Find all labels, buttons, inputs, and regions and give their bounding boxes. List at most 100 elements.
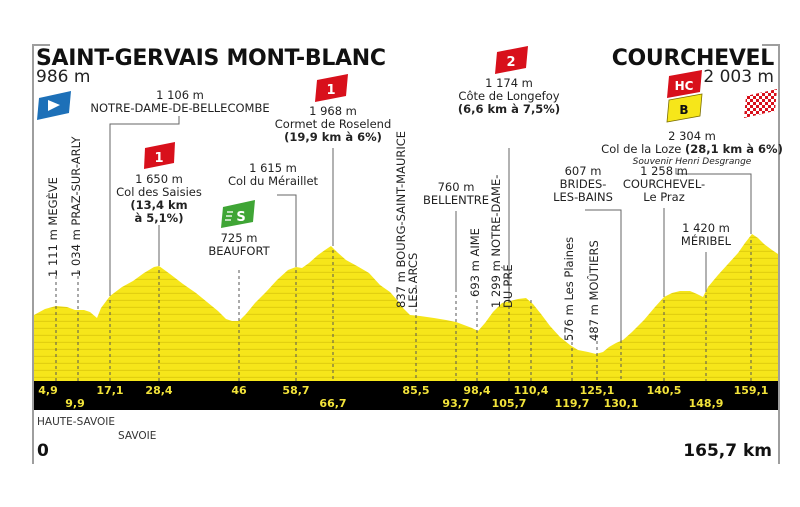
label-cote-de-longefoy: 1 174 m Côte de Longefoy (6,6 km à 7,5%)	[458, 77, 560, 116]
label-praz-sur-arly: 1 034 m PRAZ-SUR-ARLY	[69, 136, 83, 278]
km-top: 58,7	[282, 384, 310, 397]
altitude: 760 m	[437, 180, 475, 194]
frame-left-corner	[32, 44, 50, 46]
place-name: BRIDES-	[559, 177, 607, 191]
label-meribel: 1 420 m MÉRIBEL	[681, 222, 731, 248]
km-top: 98,4	[463, 384, 491, 397]
place-name: MÉRIBEL	[680, 234, 732, 248]
climb-detail: (28,1 km à 6%)	[685, 142, 783, 156]
altitude: 607 m	[564, 164, 602, 178]
label-brides-les-bains: 607 m BRIDES- LES-BAINS	[553, 165, 613, 204]
start-altitude: 986 m	[36, 67, 91, 87]
distance-start: 0	[37, 441, 49, 461]
place-name: BELLENTRE	[422, 193, 490, 207]
label-moutiers: 487 m MOÛTIERS	[587, 240, 601, 341]
km-top: 4,9	[38, 384, 58, 397]
place-name: Le Praz	[643, 190, 685, 204]
category-1-climb-icon: 1	[315, 74, 348, 102]
km-marker-lines	[55, 240, 752, 381]
svg-text:S: S	[236, 210, 245, 225]
category-2-climb-icon: 2	[495, 46, 528, 74]
label-bellentre: 760 m BELLENTRE	[423, 181, 489, 207]
altitude: 1 968 m	[309, 104, 357, 118]
label-aime: 693 m AIME	[468, 228, 482, 297]
place-name: NOTRE-DAME-DE-BELLECOMBE	[90, 101, 270, 115]
place-name: LES-BAINS	[553, 190, 613, 204]
leader-lines	[109, 116, 752, 340]
bonus-point-icon: B	[666, 93, 703, 123]
altitude: 1 106 m	[156, 88, 204, 102]
region-haute-savoie: HAUTE-SAVOIE	[37, 416, 115, 428]
label-courchevel-le-praz: 1 258 m COURCHEVEL- Le Praz	[623, 165, 705, 204]
frame-right	[778, 44, 780, 464]
place-name: Col du Méraillet	[227, 174, 319, 188]
km-bottom: 119,7	[554, 397, 590, 410]
altitude: 1 650 m	[135, 172, 183, 186]
km-bottom: 66,7	[319, 397, 347, 410]
climb-detail: à 5,1%)	[134, 211, 184, 225]
climb-detail: (19,9 km à 6%)	[284, 130, 382, 144]
altitude: 1 420 m	[682, 221, 730, 235]
climb-subtitle: Souvenir Henri Desgrange	[632, 157, 752, 167]
altitude: 725 m	[220, 231, 258, 245]
start-town-name: SAINT-GERVAIS MONT-BLANC	[36, 46, 386, 71]
label-les-plaines: 576 m Les Plaines	[562, 236, 576, 341]
label-col-du-meraillet: 1 615 m Col du Méraillet	[228, 162, 318, 188]
km-top: 159,1	[733, 384, 769, 397]
svg-text:2: 2	[506, 55, 515, 70]
finish-town-name: COURCHEVEL	[611, 46, 775, 71]
label-cormet-de-roselend: 1 968 m Cormet de Roselend (19,9 km à 6%…	[275, 105, 392, 144]
label-megeve: 1 111 m MEGÈVE	[46, 177, 60, 277]
km-top: 46	[231, 384, 247, 397]
place-name: Col de la Loze	[601, 142, 682, 156]
km-bottom: 105,7	[491, 397, 527, 410]
km-bottom: 130,1	[603, 397, 639, 410]
place-name: COURCHEVEL-	[622, 177, 706, 191]
svg-text:HC: HC	[675, 79, 694, 93]
km-top: 110,4	[513, 384, 549, 397]
place-name: LES ARCS	[406, 252, 420, 308]
finish-altitude: 2 003 m	[703, 67, 774, 87]
checkered-finish-flag-icon	[744, 89, 777, 118]
intermediate-sprint-icon: S	[221, 200, 255, 228]
svg-text:1: 1	[154, 151, 163, 166]
climb-detail: (6,6 km à 7,5%)	[457, 102, 561, 116]
km-bar	[34, 381, 778, 410]
place-name: DU-PRÉ	[501, 264, 515, 308]
frame-left	[32, 44, 34, 464]
label-col-de-la-loze: 2 304 m Col de la Loze (28,1 km à 6%) So…	[601, 130, 783, 169]
label-notre-dame-du-pre: 1 299 m NOTRE-DAME- DU-PRÉ	[489, 175, 515, 308]
region-savoie: SAVOIE	[118, 430, 157, 442]
km-bottom: 93,7	[442, 397, 470, 410]
place-name: BEAUFORT	[208, 244, 270, 258]
label-beaufort: 725 m BEAUFORT	[208, 232, 269, 258]
frame-right-corner	[762, 44, 780, 46]
place-name: Col des Saisies	[116, 185, 202, 199]
climb-detail: (13,4 km	[130, 198, 188, 212]
label-col-des-saisies: 1 650 m Col des Saisies (13,4 km à 5,1%)	[116, 173, 202, 225]
km-top: 125,1	[579, 384, 615, 397]
label-bourg-saint-maurice: 837 m BOURG-SAINT-MAURICE LES ARCS	[394, 131, 420, 308]
elevation-area	[34, 234, 778, 381]
km-top: 85,5	[402, 384, 430, 397]
altitude: 1 174 m	[485, 76, 533, 90]
place-name: Côte de Longefoy	[458, 89, 560, 103]
km-bottom: 148,9	[688, 397, 724, 410]
altitude: 2 304 m	[668, 129, 716, 143]
label-notre-dame-bellecombe: 1 106 m NOTRE-DAME-DE-BELLECOMBE	[90, 89, 269, 115]
distance-end: 165,7 km	[683, 441, 772, 461]
hors-categorie-climb-icon: HC	[667, 70, 702, 98]
place-name: Cormet de Roselend	[274, 117, 392, 131]
altitude: 1 258 m	[640, 164, 688, 178]
km-top: 28,4	[145, 384, 173, 397]
km-top: 17,1	[96, 384, 124, 397]
svg-text:B: B	[679, 103, 688, 117]
km-top: 140,5	[646, 384, 682, 397]
svg-text:1: 1	[326, 83, 335, 98]
category-1-climb-icon: 1	[144, 142, 175, 169]
altitude: 1 615 m	[249, 161, 297, 175]
start-flag-icon	[37, 91, 71, 120]
km-bottom: 9,9	[65, 397, 85, 410]
